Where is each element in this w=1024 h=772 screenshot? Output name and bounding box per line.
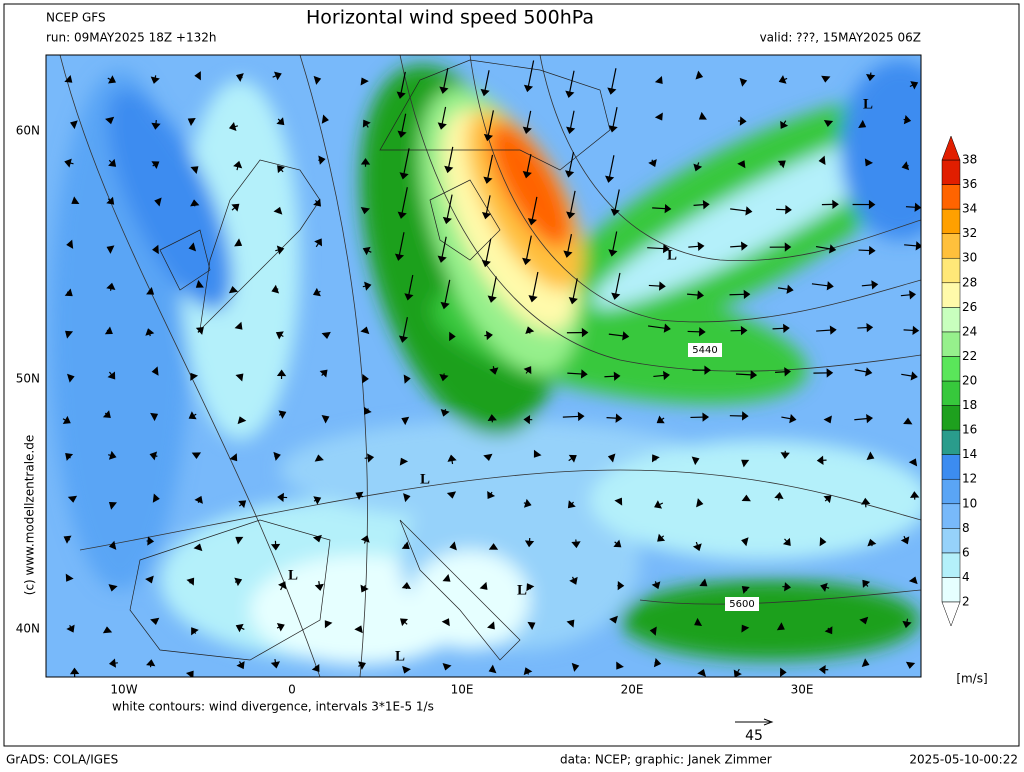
model-label: NCEP GFS [46, 11, 106, 25]
colorbar-label: 6 [962, 545, 970, 559]
colorbar-label: 28 [962, 275, 977, 289]
colorbar-box [942, 479, 960, 504]
lat-label: 40N [16, 622, 40, 636]
footer-right: 2025-05-10-00:22 [909, 753, 1018, 767]
lon-label: 0 [288, 683, 296, 697]
colorbar-box [942, 160, 960, 185]
contour-label: 5440 [692, 345, 717, 356]
colorbar-box [942, 528, 960, 553]
colorbar-box [942, 332, 960, 357]
lon-label: 10E [451, 683, 474, 697]
colorbar-box [942, 430, 960, 455]
colorbar-box [942, 258, 960, 283]
colorbar-under [942, 602, 960, 626]
colorbar-label: 20 [962, 374, 977, 388]
colorbar-label: 14 [962, 447, 977, 461]
lon-label: 30E [791, 683, 814, 697]
low-marker: L [288, 567, 298, 583]
footer-center: data: NCEP; graphic: Janek Zimmer [560, 753, 772, 767]
lat-label: 60N [16, 124, 40, 138]
colorbar-box [942, 577, 960, 602]
colorbar-box [942, 553, 960, 578]
colorbar-label: 4 [962, 570, 970, 584]
colorbar-box [942, 504, 960, 529]
low-marker: L [667, 247, 677, 263]
colorbar-over [942, 136, 960, 160]
contour-label: 5600 [729, 599, 754, 610]
side-credit: (c) www.modellzentrale.de [23, 435, 37, 595]
colorbar-label: 38 [962, 153, 977, 167]
low-marker: L [420, 471, 430, 487]
colorbar-unit: [m/s] [956, 672, 987, 686]
colorbar-box [942, 185, 960, 210]
footer-left: GrADS: COLA/IGES [6, 753, 118, 767]
valid-label: valid: ???, 15MAY2025 06Z [760, 31, 921, 45]
colorbar-label: 8 [962, 521, 970, 535]
colorbar-label: 10 [962, 496, 977, 510]
map-field [46, 43, 976, 677]
colorbar-box [942, 307, 960, 332]
colorbar-box [942, 209, 960, 234]
lon-label: 20E [621, 683, 644, 697]
colorbar-label: 26 [962, 300, 977, 314]
colorbar-label: 2 [962, 595, 970, 609]
colorbar-label: 32 [962, 226, 977, 240]
colorbar-label: 22 [962, 349, 977, 363]
low-marker: L [395, 648, 405, 664]
colorbar-label: 18 [962, 398, 977, 412]
colorbar-label: 12 [962, 472, 977, 486]
colorbar-box [942, 283, 960, 308]
colorbar-label: 34 [962, 202, 977, 216]
colorbar-box [942, 381, 960, 406]
footnote: white contours: wind divergence, interva… [112, 700, 434, 714]
low-marker: L [863, 96, 873, 112]
lon-label: 10W [110, 683, 137, 697]
colorbar-box [942, 356, 960, 381]
colorbar-label: 16 [962, 423, 977, 437]
lat-label: 50N [16, 372, 40, 386]
colorbar-box [942, 234, 960, 259]
colorbar-label: 36 [962, 177, 977, 191]
title: Horizontal wind speed 500hPa [306, 7, 594, 29]
colorbar-box [942, 406, 960, 431]
low-marker: L [517, 582, 527, 598]
vector-scale-label: 45 [745, 728, 763, 744]
colorbar-label: 30 [962, 251, 977, 265]
run-label: run: 09MAY2025 18Z +132h [46, 31, 216, 45]
colorbar-label: 24 [962, 324, 977, 338]
colorbar-box [942, 455, 960, 480]
